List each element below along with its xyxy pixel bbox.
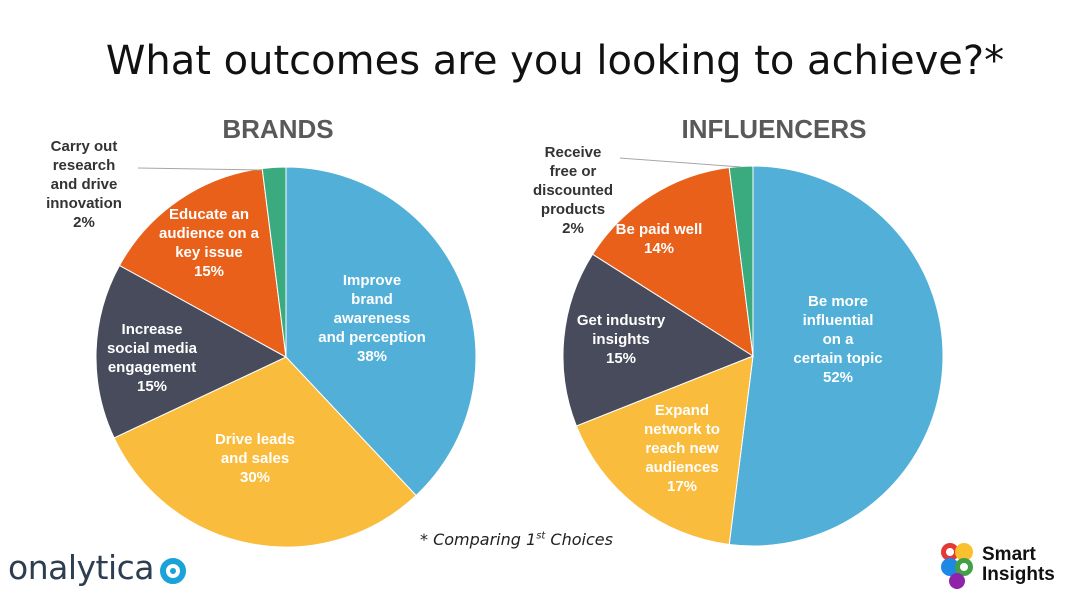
influencers-slice-label-1: Expand network to reach new audiences 17% (644, 402, 720, 495)
smart-insights-line2: Insights (982, 564, 1055, 585)
onalytica-logo: onalytica (8, 548, 186, 587)
influencers-chart-title: INFLUENCERS (681, 114, 867, 144)
brands-slice-label-1: Drive leads and sales 30% (215, 431, 295, 486)
onalytica-logo-text: onalytica (8, 548, 155, 587)
influencers-slice-4 (728, 165, 754, 357)
brands-slice-3 (118, 167, 287, 358)
brands-slice-2 (95, 264, 288, 439)
influencers-slice-1 (575, 355, 754, 546)
brands-chart-title: BRANDS (222, 114, 334, 144)
influencers-slice-label-0: Be more influential on a certain topic 52% (793, 293, 882, 386)
brands-slice-label-0: Improve brand awareness and perception 38% (318, 272, 426, 365)
brands-slice-label-3: Educate an audience on a key issue 15% (159, 206, 260, 280)
influencers-slice-label-4: Receive free or discounted products 2% (533, 144, 613, 237)
page-title: What outcomes are you looking to achieve… (105, 38, 1005, 84)
influencers-slice-0 (728, 165, 944, 547)
onalytica-logo-icon (160, 557, 186, 584)
influencers-slice-label-3: Be paid well 14% (616, 221, 703, 257)
influencers-slice-3 (591, 166, 754, 357)
influencers-slice-label-2: Get industry insights 15% (577, 312, 666, 367)
footnote: * Comparing 1st Choices (420, 530, 613, 549)
influencers-slice-2 (562, 253, 755, 427)
smart-insights-line1: Smart (982, 544, 1036, 565)
brands-slice-0 (285, 166, 477, 497)
brands-slice-4 (261, 166, 287, 358)
smart-insights-logo-text: Smart Insights (982, 545, 1055, 585)
brands-slice-1 (113, 356, 417, 548)
brands-leader-line-4 (137, 167, 263, 171)
smart-insights-logo-icon (941, 543, 973, 589)
brands-slice-label-4: Carry out research and drive innovation 2% (46, 138, 122, 231)
smart-insights-logo: Smart Insights (938, 540, 1055, 590)
footnote-sup: st (536, 530, 546, 542)
influencers-leader-line-4 (619, 157, 742, 168)
footnote-prefix: * Comparing 1 (420, 530, 537, 549)
brands-slice-label-2: Increase social media engagement 15% (107, 321, 198, 395)
footnote-suffix: Choices (545, 530, 613, 549)
